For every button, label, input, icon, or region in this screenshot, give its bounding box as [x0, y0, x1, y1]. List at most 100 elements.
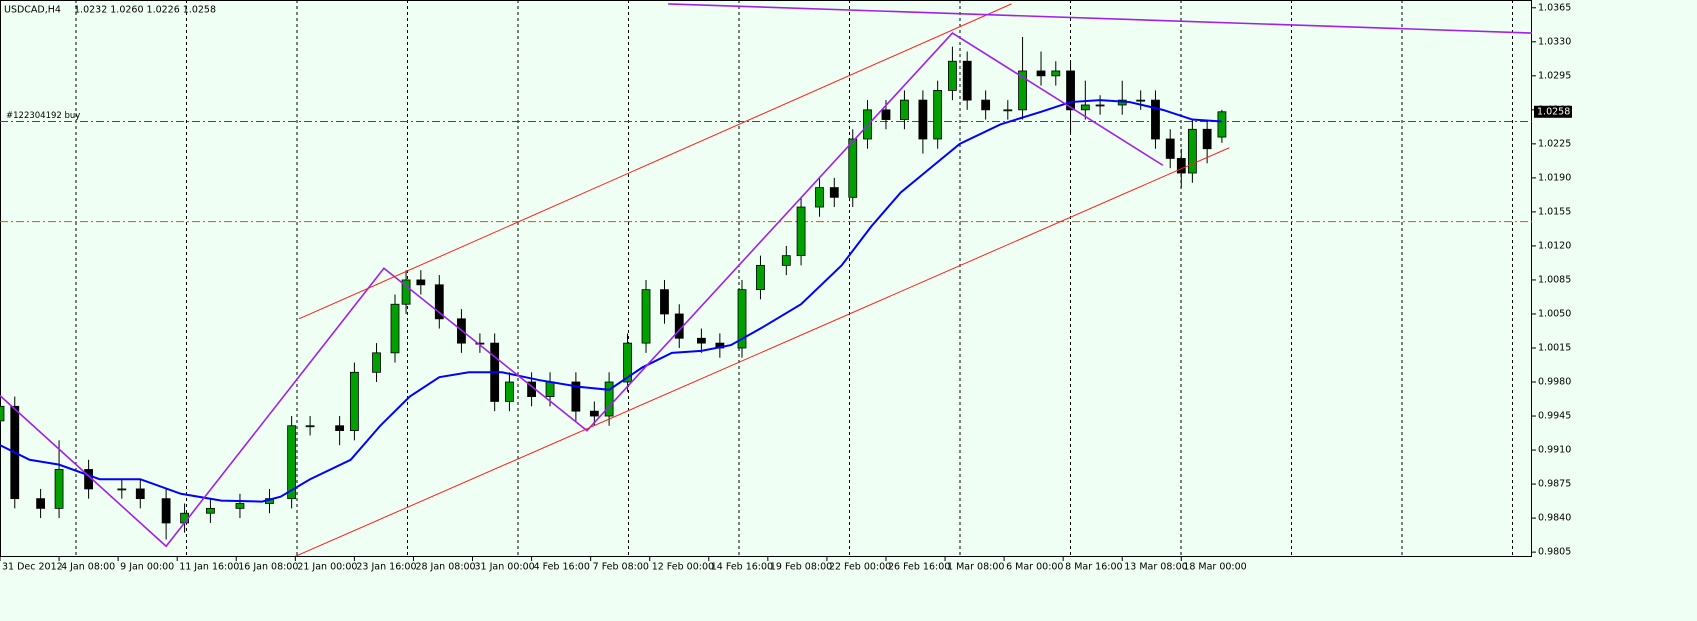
candle-body — [135, 488, 145, 500]
y-tick-label: 0.9875 — [1538, 479, 1571, 490]
y-tick-label: 0.9980 — [1538, 377, 1571, 388]
candle-body — [434, 284, 444, 320]
candle-body — [948, 60, 957, 91]
candle-body — [372, 352, 381, 373]
x-tick-label: 18 Mar 00:00 — [1183, 562, 1246, 573]
candle-body — [1136, 99, 1146, 102]
candle-body — [1051, 70, 1061, 77]
candle-body — [815, 187, 824, 208]
y-tick-label: 1.0330 — [1538, 36, 1571, 47]
plot-area: #122304192 buy — [0, 3, 1532, 556]
candle-body — [604, 381, 614, 417]
candle-body — [696, 337, 706, 344]
candle-body — [305, 425, 315, 428]
y-tick-label: 1.0155 — [1538, 206, 1571, 217]
candle-body — [1080, 104, 1090, 111]
trendline — [668, 3, 1532, 34]
x-tick-label: 21 Jan 00:00 — [297, 562, 357, 573]
y-tick-label: 1.0050 — [1538, 308, 1571, 319]
candle-body — [848, 138, 858, 198]
x-tick-label: 14 Feb 16:00 — [711, 562, 773, 573]
x-tick-label: 23 Jan 16:00 — [356, 562, 416, 573]
candle-body — [1066, 70, 1075, 111]
candle-body — [756, 264, 765, 291]
x-tick-label: 31 Jan 00:00 — [475, 562, 535, 573]
candle-body — [737, 289, 747, 349]
candle-body — [571, 381, 581, 412]
price-label-box — [1534, 105, 1572, 118]
candle-body — [0, 405, 5, 422]
price-label: 1.0258 — [1537, 106, 1570, 117]
x-tick-label: 1 Mar 08:00 — [947, 562, 1004, 573]
y-tick-label: 0.9840 — [1538, 513, 1571, 524]
trendline — [298, 3, 1012, 320]
y-tick-label: 1.0225 — [1538, 138, 1571, 149]
x-tick-label: 16 Jan 08:00 — [238, 562, 298, 573]
x-tick-label: 31 Dec 2012 — [2, 562, 63, 573]
candle-body — [335, 425, 345, 432]
candle-body — [1151, 99, 1160, 140]
candle-body — [981, 99, 991, 111]
y-tick-label: 1.0085 — [1538, 274, 1571, 285]
candle-body — [287, 425, 297, 500]
candle-body — [349, 371, 359, 432]
y-tick-label: 1.0295 — [1538, 70, 1571, 81]
y-tick-label: 1.0120 — [1538, 240, 1571, 251]
candle-body — [881, 109, 891, 120]
candle-body — [401, 279, 411, 305]
candle-body — [545, 381, 555, 397]
x-tick-label: 4 Jan 08:00 — [61, 562, 115, 573]
candle-body — [1187, 128, 1197, 174]
candle-body — [933, 89, 943, 140]
candle-body — [1036, 70, 1046, 77]
x-tick-label: 28 Jan 08:00 — [415, 562, 475, 573]
candle-body — [416, 279, 426, 286]
x-tick-label: 13 Mar 08:00 — [1124, 562, 1187, 573]
candle-body — [962, 60, 972, 101]
candle-body — [1003, 109, 1013, 112]
y-tick-label: 0.9945 — [1538, 411, 1571, 422]
moving-average — [0, 99, 1222, 503]
candle-body — [1202, 128, 1212, 150]
candle-body — [796, 206, 806, 257]
plot-frame — [0, 0, 1532, 557]
y-tick-label: 1.0015 — [1538, 342, 1571, 353]
y-tick-label: 0.9910 — [1538, 445, 1571, 456]
x-tick-label: 26 Feb 16:00 — [888, 562, 950, 573]
candle-body — [900, 99, 909, 120]
candle-body — [918, 99, 928, 140]
x-tick-label: 19 Feb 08:00 — [770, 562, 832, 573]
candle-body — [641, 289, 651, 344]
candle-body — [781, 255, 791, 266]
x-tick-label: 9 Jan 00:00 — [120, 562, 174, 573]
level-label: #122304192 buy — [6, 111, 80, 121]
x-tick-label: 11 Jan 16:00 — [179, 562, 239, 573]
y-tick-label: 1.0190 — [1538, 172, 1571, 183]
trendline — [0, 32, 1164, 548]
y-tick-label: 0.9805 — [1538, 547, 1571, 558]
candle-body — [505, 381, 514, 402]
candle-body — [117, 488, 127, 491]
candle-body — [1217, 111, 1227, 138]
candle-body — [36, 498, 46, 509]
candle-body — [829, 187, 839, 198]
x-tick-label: 12 Feb 00:00 — [652, 562, 714, 573]
candle-body — [161, 498, 171, 524]
candle-body — [623, 342, 632, 383]
candle-body — [54, 469, 64, 509]
x-tick-label: 6 Mar 00:00 — [1006, 562, 1063, 573]
trendline — [294, 147, 1230, 556]
x-tick-label: 7 Feb 08:00 — [593, 562, 649, 573]
candle-body — [589, 410, 599, 417]
x-tick-label: 8 Mar 16:00 — [1065, 562, 1122, 573]
candle-body — [206, 507, 215, 514]
candle-body — [390, 303, 400, 354]
candle-body — [1095, 104, 1105, 107]
chart-title: USDCAD,H4 — [4, 5, 61, 16]
vertical-grid — [75, 0, 1513, 556]
x-tick-label: 4 Feb 16:00 — [534, 562, 590, 573]
candle-body — [660, 289, 669, 315]
axes: 1.03651.03301.02951.02601.02251.01901.01… — [0, 2, 1572, 573]
